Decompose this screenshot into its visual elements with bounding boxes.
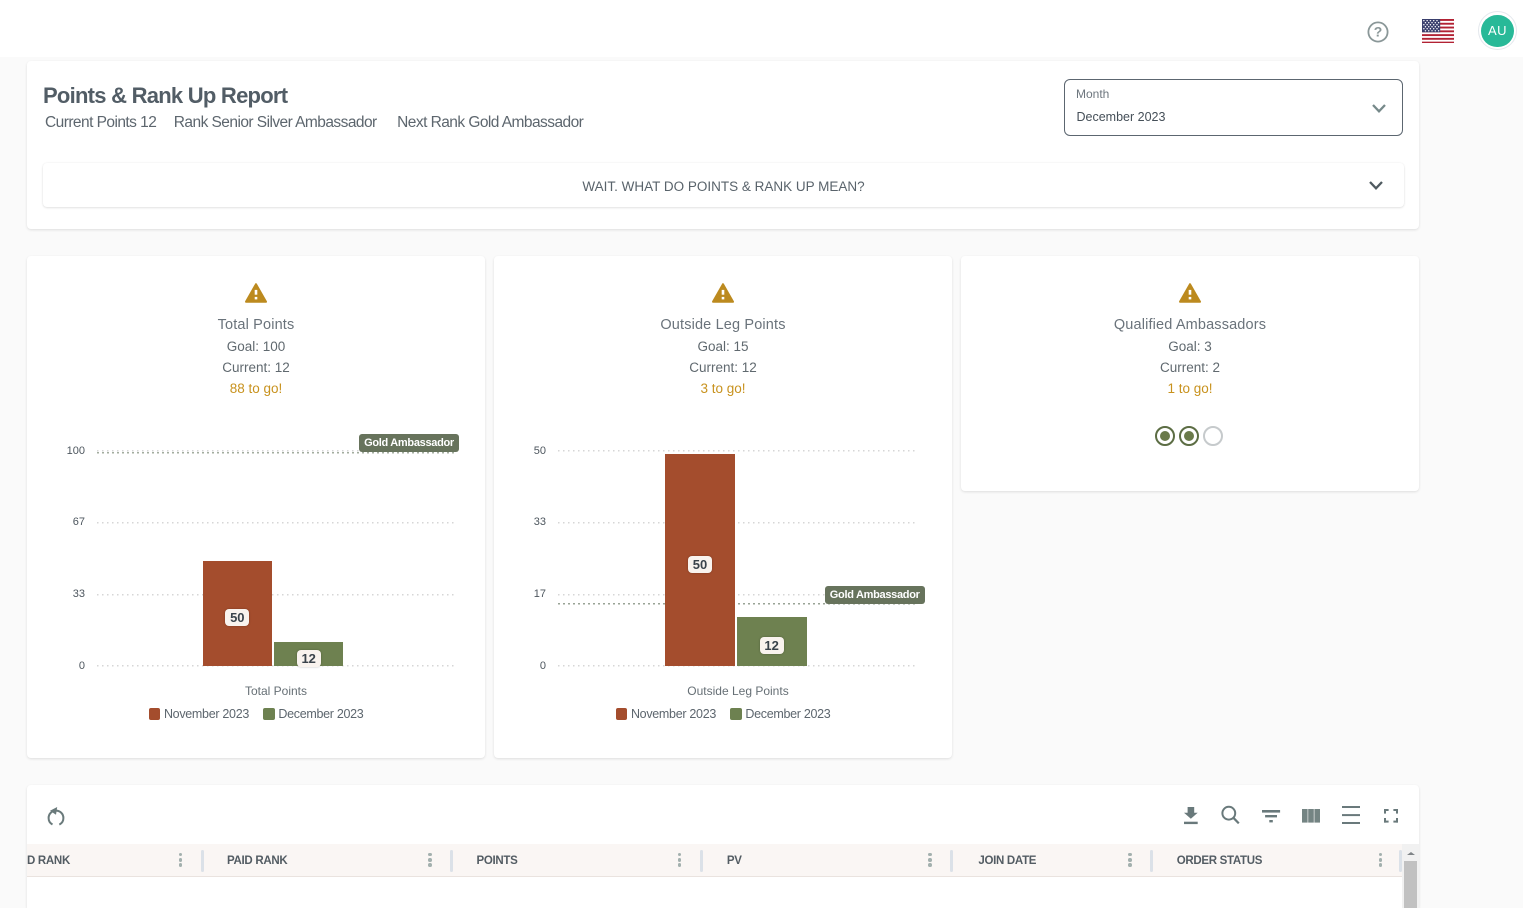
svg-text:?: ? bbox=[1374, 23, 1383, 39]
